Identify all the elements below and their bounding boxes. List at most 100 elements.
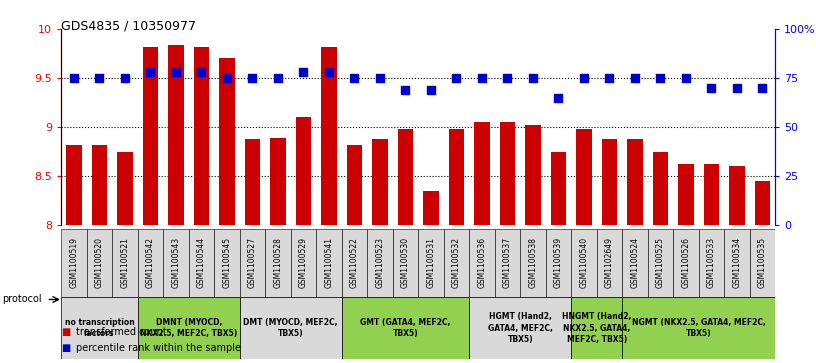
Bar	[138, 297, 240, 359]
Bar	[168, 45, 184, 225]
Text: GSM1102649: GSM1102649	[605, 237, 614, 288]
Point	[680, 75, 693, 81]
Text: transformed count: transformed count	[76, 327, 166, 337]
Bar	[265, 229, 290, 297]
Point	[93, 75, 106, 81]
Bar	[571, 229, 596, 297]
Point	[220, 75, 233, 81]
Point	[526, 75, 539, 81]
Bar	[143, 47, 158, 225]
Bar	[342, 229, 367, 297]
Bar	[551, 151, 566, 225]
Text: GSM1100521: GSM1100521	[121, 237, 130, 288]
Bar	[418, 229, 444, 297]
Text: no transcription
factors: no transcription factors	[64, 318, 135, 338]
Bar	[546, 229, 571, 297]
Text: GSM1100528: GSM1100528	[273, 237, 282, 288]
Bar	[673, 229, 698, 297]
Bar	[163, 229, 188, 297]
Point	[476, 75, 489, 81]
Text: ■: ■	[61, 343, 70, 354]
Bar	[526, 125, 540, 225]
Bar	[86, 229, 112, 297]
Bar	[622, 297, 775, 359]
Bar	[750, 229, 775, 297]
Text: GSM1100536: GSM1100536	[477, 237, 486, 288]
Bar	[424, 191, 438, 225]
Bar	[112, 229, 138, 297]
Text: GSM1100540: GSM1100540	[579, 237, 588, 288]
Point	[501, 75, 514, 81]
Text: GSM1100545: GSM1100545	[223, 237, 232, 288]
Bar	[628, 139, 642, 225]
Bar	[91, 145, 107, 225]
Text: ■: ■	[61, 327, 70, 337]
Bar	[755, 181, 770, 225]
Text: GSM1100532: GSM1100532	[452, 237, 461, 288]
Bar	[703, 164, 719, 225]
Bar	[66, 145, 82, 225]
Text: DMNT (MYOCD,
NKX2.5, MEF2C, TBX5): DMNT (MYOCD, NKX2.5, MEF2C, TBX5)	[140, 318, 237, 338]
Point	[399, 87, 412, 93]
Bar	[372, 139, 388, 225]
Text: GDS4835 / 10350977: GDS4835 / 10350977	[61, 20, 196, 33]
Point	[348, 75, 361, 81]
Point	[552, 95, 565, 101]
Bar	[240, 297, 342, 359]
Text: GSM1100523: GSM1100523	[375, 237, 384, 288]
Bar	[596, 229, 622, 297]
Text: GSM1100538: GSM1100538	[529, 237, 538, 288]
Bar	[678, 164, 694, 225]
Bar	[367, 229, 392, 297]
Text: GSM1100530: GSM1100530	[401, 237, 410, 288]
Text: HNGMT (Hand2,
NKX2.5, GATA4,
MEF2C, TBX5): HNGMT (Hand2, NKX2.5, GATA4, MEF2C, TBX5…	[562, 313, 632, 344]
Text: percentile rank within the sample: percentile rank within the sample	[76, 343, 241, 354]
Bar	[193, 47, 209, 225]
Text: GSM1100526: GSM1100526	[681, 237, 690, 288]
Bar	[622, 229, 648, 297]
Text: GSM1100539: GSM1100539	[554, 237, 563, 288]
Bar	[653, 151, 668, 225]
Point	[68, 75, 81, 81]
Bar	[520, 229, 546, 297]
Bar	[494, 229, 520, 297]
Bar	[444, 229, 469, 297]
Bar	[316, 229, 342, 297]
Text: GSM1100541: GSM1100541	[325, 237, 334, 288]
Point	[756, 85, 769, 91]
Point	[578, 75, 591, 81]
Text: DMT (MYOCD, MEF2C,
TBX5): DMT (MYOCD, MEF2C, TBX5)	[243, 318, 338, 338]
Bar	[392, 229, 418, 297]
Text: GMT (GATA4, MEF2C,
TBX5): GMT (GATA4, MEF2C, TBX5)	[360, 318, 450, 338]
Bar	[188, 229, 214, 297]
Point	[246, 75, 259, 81]
Bar	[118, 151, 132, 225]
Bar	[730, 166, 744, 225]
Point	[730, 85, 743, 91]
Text: GSM1100544: GSM1100544	[197, 237, 206, 288]
Bar	[290, 229, 316, 297]
Point	[628, 75, 641, 81]
Text: GSM1100524: GSM1100524	[631, 237, 640, 288]
Point	[654, 75, 667, 81]
Text: GSM1100519: GSM1100519	[69, 237, 78, 288]
Bar	[397, 129, 413, 225]
Bar	[270, 138, 286, 225]
Text: GSM1100543: GSM1100543	[171, 237, 180, 288]
Point	[705, 85, 718, 91]
Point	[450, 75, 463, 81]
Point	[374, 75, 387, 81]
Point	[170, 69, 183, 75]
Bar	[347, 145, 362, 225]
Bar	[724, 229, 750, 297]
Point	[297, 69, 310, 75]
Text: GSM1100529: GSM1100529	[299, 237, 308, 288]
Text: GSM1100522: GSM1100522	[350, 237, 359, 288]
Point	[424, 87, 437, 93]
Bar	[322, 47, 336, 225]
Bar	[601, 139, 617, 225]
Text: NGMT (NKX2.5, GATA4, MEF2C,
TBX5): NGMT (NKX2.5, GATA4, MEF2C, TBX5)	[632, 318, 765, 338]
Text: GSM1100527: GSM1100527	[248, 237, 257, 288]
Text: GSM1100537: GSM1100537	[503, 237, 512, 288]
Bar	[499, 122, 515, 225]
